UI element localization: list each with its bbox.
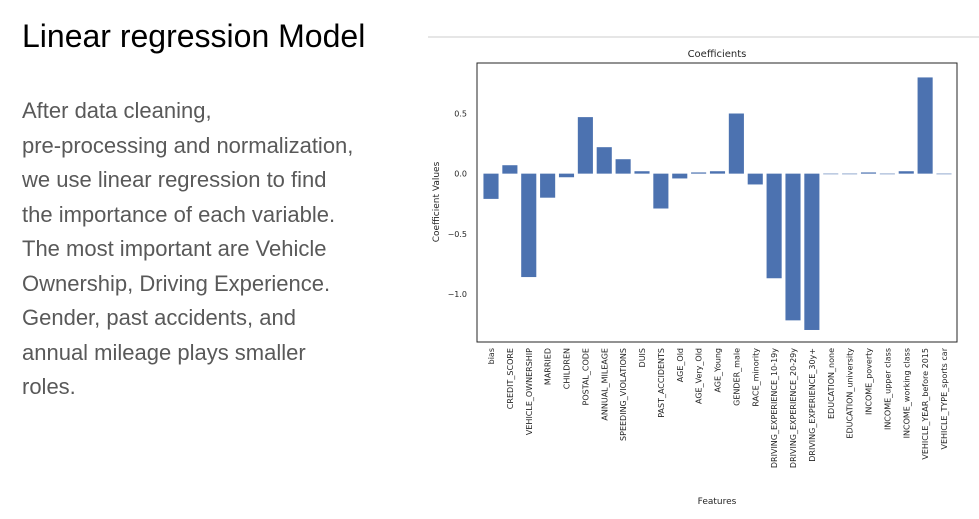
y-tick-label: 0.0 [454,170,467,179]
x-tick-label: bias [487,348,496,364]
x-tick-label: RACE_minority [751,348,760,407]
bar [540,173,556,198]
x-tick-label: INCOME_upper class [883,348,892,430]
bar [691,172,707,174]
body-line: pre-processing and normalization, [22,132,354,158]
slide-title: Linear regression Model [22,18,366,54]
y-tick-label: −0.5 [448,230,467,239]
bar [785,173,801,321]
bar [502,165,518,174]
x-tick-label: INCOME_working class [902,348,911,438]
x-tick-label: INCOME_poverty [865,348,874,415]
bar [747,173,763,185]
body-line: the importance of each variable. [22,201,336,227]
x-axis-label: Features [698,497,737,507]
x-tick-label: DRIVING_EXPERIENCE_30y+ [808,348,817,462]
chart-title: Coefficients [688,49,747,60]
body-line: we use linear regression to find [22,167,327,192]
x-tick-label: AGE_Young [714,348,723,393]
x-tick-label: DRIVING_EXPERIENCE_10-19y [770,348,779,468]
x-tick-label: CREDIT_SCORE [506,348,515,409]
body-text: After data cleaning, pre-processing and … [22,94,422,405]
x-tick-label: VEHICLE_OWNERSHIP [525,348,534,435]
bar [860,172,877,174]
x-tick-label: VEHICLE_TYPE_sports car [940,347,949,449]
body-line: roles. [22,374,76,399]
bar [823,173,839,175]
title-divider [428,36,979,38]
x-tick-label: MARRIED [544,348,553,385]
body-line: After data cleaning, [22,98,212,123]
bar [653,173,669,209]
body-line: Ownership, Driving Experience. [22,270,331,296]
x-ticks: bias CREDIT_SCORE VEHICLE_OWNERSHIP MARRIED… [487,347,949,468]
coefficients-chart: Coefficients Coefficient Values Features… [426,44,979,514]
bar [728,113,744,174]
bar [766,173,782,279]
bar [558,173,575,178]
x-tick-label: CHILDREN [563,348,572,389]
x-tick-label: VEHICLE_YEAR_before 2015 [921,348,930,460]
y-tick-label: −1.0 [448,290,467,299]
body-line: Gender, past accidents, and [22,305,296,330]
bar [577,117,593,174]
plot-frame [476,62,958,343]
y-ticks: 0.5 0.0 −0.5 −1.0 [448,110,467,299]
bar [596,147,612,174]
x-tick-label: SPEEDING_VIOLATIONS [619,348,628,441]
x-tick-label: ANNUAL_MILEAGE [600,348,609,421]
chart-svg: Coefficients Coefficient Values Features… [432,49,958,507]
body-line: annual mileage plays smaller [22,339,306,365]
bar [936,173,952,175]
x-tick-label: EDUCATION_university [846,348,855,439]
y-tick-label: 0.5 [454,110,467,119]
bar [615,159,631,174]
bar [804,173,820,330]
bar [634,171,650,174]
x-tick-label: EDUCATION_none [827,348,836,419]
x-tick-label: GENDER_male [732,348,741,406]
x-tick-label: POSTAL_CODE [581,348,590,406]
bar [521,173,537,278]
bar [842,173,858,175]
body-line: The most important are Vehicle [22,236,327,261]
bar [898,171,914,174]
bar [879,173,895,175]
bar [672,173,688,179]
x-tick-label: DRIVING_EXPERIENCE_20-29y [789,348,798,468]
bars-layer [483,77,952,330]
y-axis-label: Coefficient Values [432,161,442,242]
x-tick-label: AGE_Old [676,348,685,382]
x-tick-label: DUIS [638,348,647,367]
bar [483,173,499,199]
x-tick-label: PAST_ACCIDENTS [657,348,666,418]
bar [709,171,726,174]
bar [917,77,933,174]
x-tick-label: AGE_Very_Old [695,348,704,404]
